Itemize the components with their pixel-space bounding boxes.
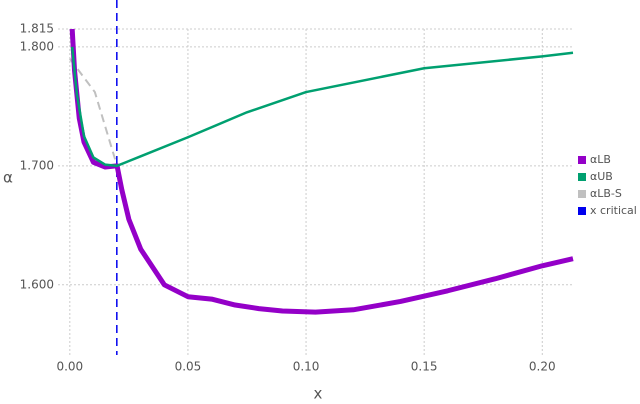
- y-axis-title: α: [3, 169, 13, 187]
- legend-swatch: [578, 156, 586, 164]
- x-tick-label: 0.10: [293, 360, 320, 374]
- series-line: [70, 46, 574, 168]
- x-tick-label: 0.00: [56, 360, 83, 374]
- legend-swatch: [578, 207, 586, 215]
- y-tick-label: 1.815: [20, 22, 54, 36]
- y-tick-label: 1.800: [20, 39, 54, 53]
- legend-label: αLB: [590, 153, 611, 166]
- legend-swatch: [578, 173, 586, 181]
- series-line: [69, 58, 119, 167]
- legend-label: αUB: [590, 170, 613, 183]
- x-tick-label: 0.05: [175, 360, 202, 374]
- x-tick-label: 0.15: [411, 360, 438, 374]
- series-line: [69, 28, 574, 315]
- legend-swatch: [578, 190, 586, 198]
- legend-label: x critical: [590, 204, 637, 217]
- x-axis-title: x: [314, 385, 323, 401]
- x-tick-label: 0.20: [529, 360, 556, 374]
- legend-label: αLB-S: [590, 187, 622, 200]
- y-tick-label: 1.600: [20, 277, 54, 291]
- y-tick-label: 1.700: [20, 158, 54, 172]
